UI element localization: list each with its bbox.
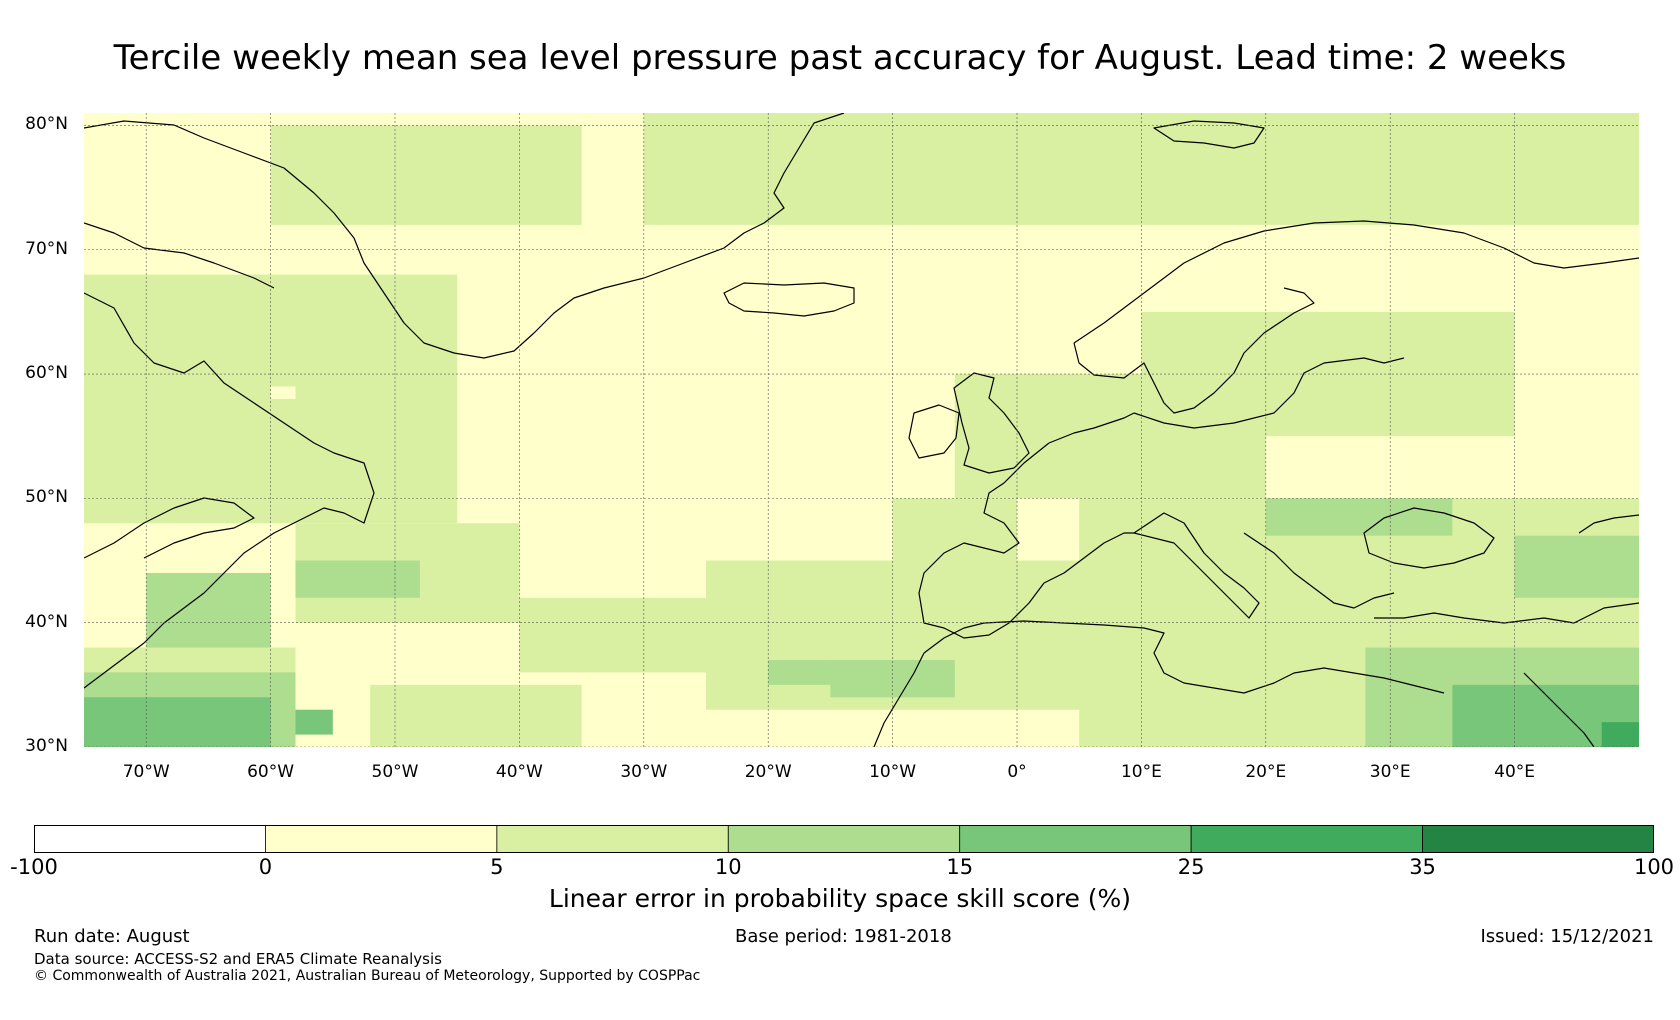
skill-region: [606, 411, 644, 437]
skill-region: [892, 498, 1017, 586]
longitude-label: 40°W: [495, 762, 543, 782]
colorbar-frame: [34, 825, 1654, 853]
skill-layer: [84, 113, 1639, 747]
colorbar-segment: [1190, 825, 1423, 853]
colorbar-tick-label: 10: [714, 855, 742, 879]
longitude-label: 20°W: [744, 762, 792, 782]
longitude-label: 40°E: [1494, 762, 1536, 782]
longitude-label: 30°W: [620, 762, 668, 782]
colorbar-tick-label: 100: [1633, 855, 1675, 879]
skill-region: [1328, 237, 1391, 263]
colorbar-tick-label: 15: [946, 855, 974, 879]
skill-region: [84, 697, 271, 747]
longitude-label: 0°: [1007, 762, 1027, 782]
colorbar-label: Linear error in probability space skill …: [548, 884, 1132, 913]
longitude-label: 50°W: [371, 762, 419, 782]
coastline-britain: [953, 372, 1030, 474]
latitude-label: 70°N: [25, 238, 68, 259]
coastline-europe-north: [1048, 412, 1135, 444]
coastline-baffin: [84, 222, 275, 289]
map-title: Tercile weekly mean sea level pressure p…: [113, 38, 1567, 78]
colorbar-segment: [727, 825, 961, 853]
colorbar-segments: [34, 825, 1654, 853]
data-source: Data source: ACCESS-S2 and ERA5 Climate …: [34, 950, 442, 968]
skill-region: [1265, 498, 1453, 536]
colorbar-tick-label: -100: [10, 855, 58, 879]
colorbar: [34, 825, 1654, 853]
colorbar-tick-label: 5: [490, 855, 504, 879]
colorbar-tick-label: 35: [1409, 855, 1436, 879]
skill-region: [1601, 722, 1639, 747]
latitude-label: 80°N: [25, 114, 68, 135]
coastline-greenland: [84, 113, 845, 359]
latitude-label: 40°N: [25, 611, 68, 632]
skill-region: [270, 125, 582, 225]
coastline-italy: [1133, 512, 1260, 619]
coastline-baltic: [1133, 357, 1405, 429]
coastline-labrador: [84, 292, 375, 689]
coastline-caspian: [1578, 514, 1639, 534]
coastline-ireland: [908, 404, 960, 459]
skill-region: [270, 386, 296, 399]
coastline-balkans: [1243, 532, 1395, 609]
coastline-red-sea: [1523, 672, 1595, 747]
coastline-turkey-south: [1374, 602, 1639, 624]
run-date: Run date: August: [34, 926, 190, 947]
longitude-label: 60°W: [247, 762, 295, 782]
coastline-iceland: [723, 282, 855, 317]
skill-region: [1514, 535, 1639, 598]
skill-map: [84, 113, 1639, 747]
skill-region: [519, 597, 706, 673]
coastline-norway-south: [1073, 287, 1315, 414]
skill-region: [146, 572, 271, 648]
longitude-label: 20°E: [1245, 762, 1287, 782]
coastline-europe-west: [918, 442, 1134, 639]
skill-region: [295, 560, 420, 598]
latitude-label: 30°N: [25, 736, 68, 756]
coastline-gulf-st-lawrence: [84, 497, 255, 559]
longitude-label: 30°E: [1369, 762, 1411, 782]
skill-region: [1539, 423, 1639, 486]
longitude-label: 10°W: [869, 762, 917, 782]
colorbar-tick-label: 25: [1177, 855, 1205, 879]
longitude-label: 70°W: [122, 762, 170, 782]
colorbar-segment: [1422, 825, 1654, 853]
graticule: [84, 113, 1639, 747]
colorbar-segment: [265, 825, 498, 853]
coastline-africa-north: [923, 620, 1445, 694]
issued-date: Issued: 15/12/2021: [1480, 926, 1654, 947]
coastline-scandinavia: [1073, 220, 1639, 344]
skill-region: [370, 684, 582, 747]
coastlines: [84, 113, 1639, 747]
copyright: © Commonwealth of Australia 2021, Austra…: [34, 968, 701, 984]
coastline-svalbard: [1153, 120, 1265, 149]
colorbar-tick-label: 0: [258, 855, 273, 879]
colorbar-segment: [34, 825, 266, 853]
coastline-morocco: [873, 652, 925, 747]
colorbar-segment: [496, 825, 729, 853]
latitude-label: 60°N: [25, 363, 68, 384]
skill-region: [295, 709, 333, 735]
skill-region: [768, 659, 831, 685]
coastline-black-sea: [1363, 507, 1495, 569]
latitude-label: 50°N: [25, 487, 68, 508]
base-period: Base period: 1981-2018: [735, 926, 952, 947]
longitude-label: 10°E: [1120, 762, 1162, 782]
colorbar-segment: [959, 825, 1192, 853]
